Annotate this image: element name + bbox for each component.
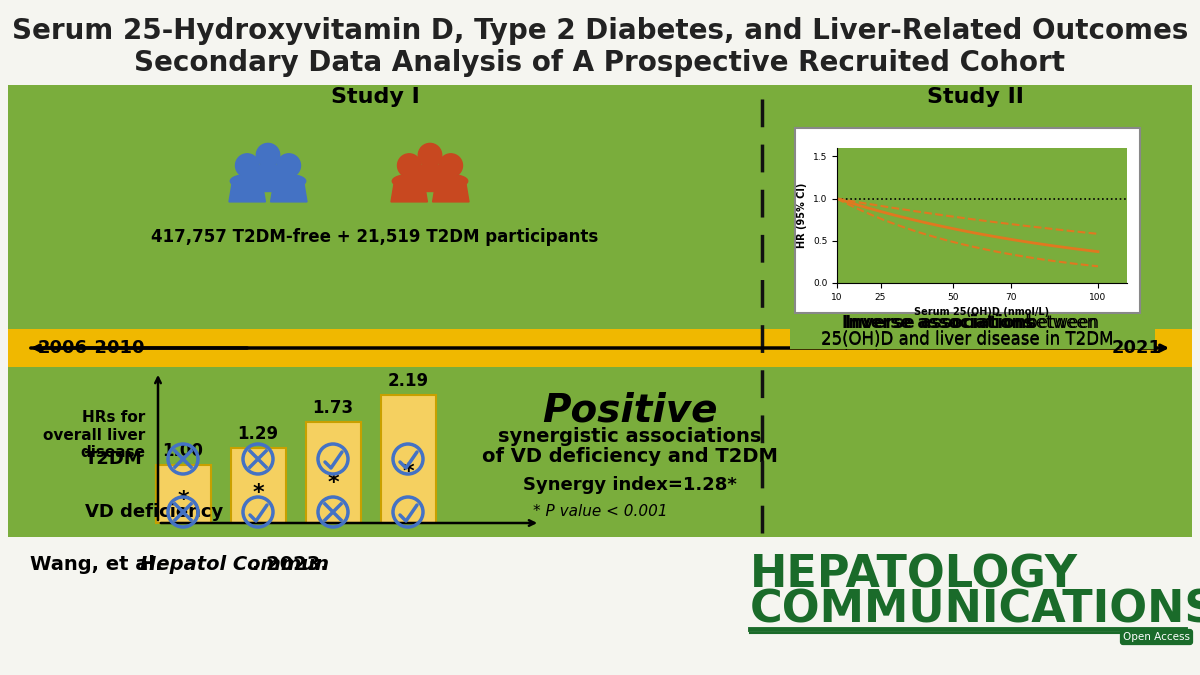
Text: *: *	[402, 462, 414, 482]
Text: Inverse associations: Inverse associations	[872, 324, 1063, 342]
Ellipse shape	[392, 175, 426, 188]
Polygon shape	[250, 168, 287, 192]
Bar	[380, 395, 436, 523]
Bar	[230, 448, 286, 523]
Text: between
25(OH)D and liver disease in T2DM: between 25(OH)D and liver disease in T2D…	[821, 314, 1114, 352]
Text: between: between	[1022, 314, 1099, 332]
Text: 21,519 T2DM participants: 21,519 T2DM participants	[854, 234, 1096, 252]
Ellipse shape	[434, 175, 468, 188]
Bar	[796, 128, 1140, 313]
Polygon shape	[931, 178, 972, 204]
Circle shape	[419, 143, 442, 167]
Text: Inverse associations: Inverse associations	[842, 314, 1033, 332]
Text: 2021: 2021	[1112, 339, 1162, 357]
Bar	[156, 464, 210, 523]
Bar	[8, 85, 1192, 537]
Text: *: *	[252, 483, 264, 503]
Bar	[8, 329, 1192, 367]
Ellipse shape	[230, 175, 264, 188]
Text: HRs for
overall liver
disease: HRs for overall liver disease	[43, 410, 145, 460]
Text: *: *	[178, 489, 188, 510]
Circle shape	[235, 154, 259, 178]
Circle shape	[257, 143, 280, 167]
Ellipse shape	[413, 164, 446, 178]
X-axis label: Serum 25(OH)D (nmol/L): Serum 25(OH)D (nmol/L)	[914, 307, 1050, 317]
Circle shape	[397, 154, 421, 178]
Text: 2006-2010: 2006-2010	[38, 339, 145, 357]
Ellipse shape	[251, 164, 284, 178]
Polygon shape	[229, 178, 265, 202]
Circle shape	[277, 154, 300, 178]
Text: * P value < 0.001: * P value < 0.001	[533, 504, 667, 520]
Text: 1.29: 1.29	[238, 425, 278, 443]
Text: VD deficiency: VD deficiency	[85, 503, 223, 521]
Circle shape	[938, 151, 965, 176]
Text: 1.73: 1.73	[312, 399, 354, 417]
Polygon shape	[391, 178, 427, 202]
Text: HEPATOLOGY: HEPATOLOGY	[750, 554, 1078, 597]
Text: Serum 25-Hydroxyvitamin D, Type 2 Diabetes, and Liver-Related Outcomes: Serum 25-Hydroxyvitamin D, Type 2 Diabet…	[12, 17, 1188, 45]
Ellipse shape	[956, 162, 994, 176]
Text: COMMUNICATIONS: COMMUNICATIONS	[750, 589, 1200, 632]
Polygon shape	[271, 178, 307, 202]
Text: 2.19: 2.19	[388, 372, 428, 390]
Bar	[306, 422, 360, 523]
Ellipse shape	[979, 173, 1018, 188]
Text: *: *	[328, 472, 338, 493]
Text: 1.00: 1.00	[162, 441, 204, 460]
Polygon shape	[412, 168, 449, 192]
Text: of VD deficiency and T2DM: of VD deficiency and T2DM	[482, 446, 778, 466]
Text: Inverse associations: Inverse associations	[845, 314, 1036, 332]
Ellipse shape	[932, 173, 971, 188]
Polygon shape	[978, 178, 1019, 204]
Text: Secondary Data Analysis of A Prospective Recruited Cohort: Secondary Data Analysis of A Prospective…	[134, 49, 1066, 77]
Text: Positive: Positive	[542, 392, 718, 430]
Circle shape	[439, 154, 462, 178]
Text: between: between	[1020, 314, 1097, 332]
Text: 25(OH)D and liver disease in T2DM: 25(OH)D and liver disease in T2DM	[821, 330, 1114, 348]
Polygon shape	[955, 166, 995, 192]
Text: 417,757 T2DM-free + 21,519 T2DM participants: 417,757 T2DM-free + 21,519 T2DM particip…	[151, 228, 599, 246]
Text: synergistic associations: synergistic associations	[498, 427, 762, 446]
Text: Open Access: Open Access	[1123, 632, 1190, 642]
Text: . 2023.: . 2023.	[252, 556, 328, 574]
Text: Synergy index=1.28*: Synergy index=1.28*	[523, 476, 737, 494]
Circle shape	[985, 151, 1012, 176]
Text: Wang, et al.: Wang, et al.	[30, 556, 169, 574]
Bar	[790, 314, 1154, 349]
Polygon shape	[433, 178, 469, 202]
Text: Hepatol Commun: Hepatol Commun	[140, 556, 329, 574]
Text: 25(OH)D and liver disease in T2DM: 25(OH)D and liver disease in T2DM	[821, 331, 1114, 349]
Y-axis label: HR (95% CI): HR (95% CI)	[797, 183, 808, 248]
Ellipse shape	[272, 175, 306, 188]
Text: T2DM: T2DM	[85, 450, 143, 468]
Circle shape	[962, 138, 988, 165]
Text: Study II: Study II	[926, 87, 1024, 107]
Text: Study I: Study I	[331, 87, 419, 107]
